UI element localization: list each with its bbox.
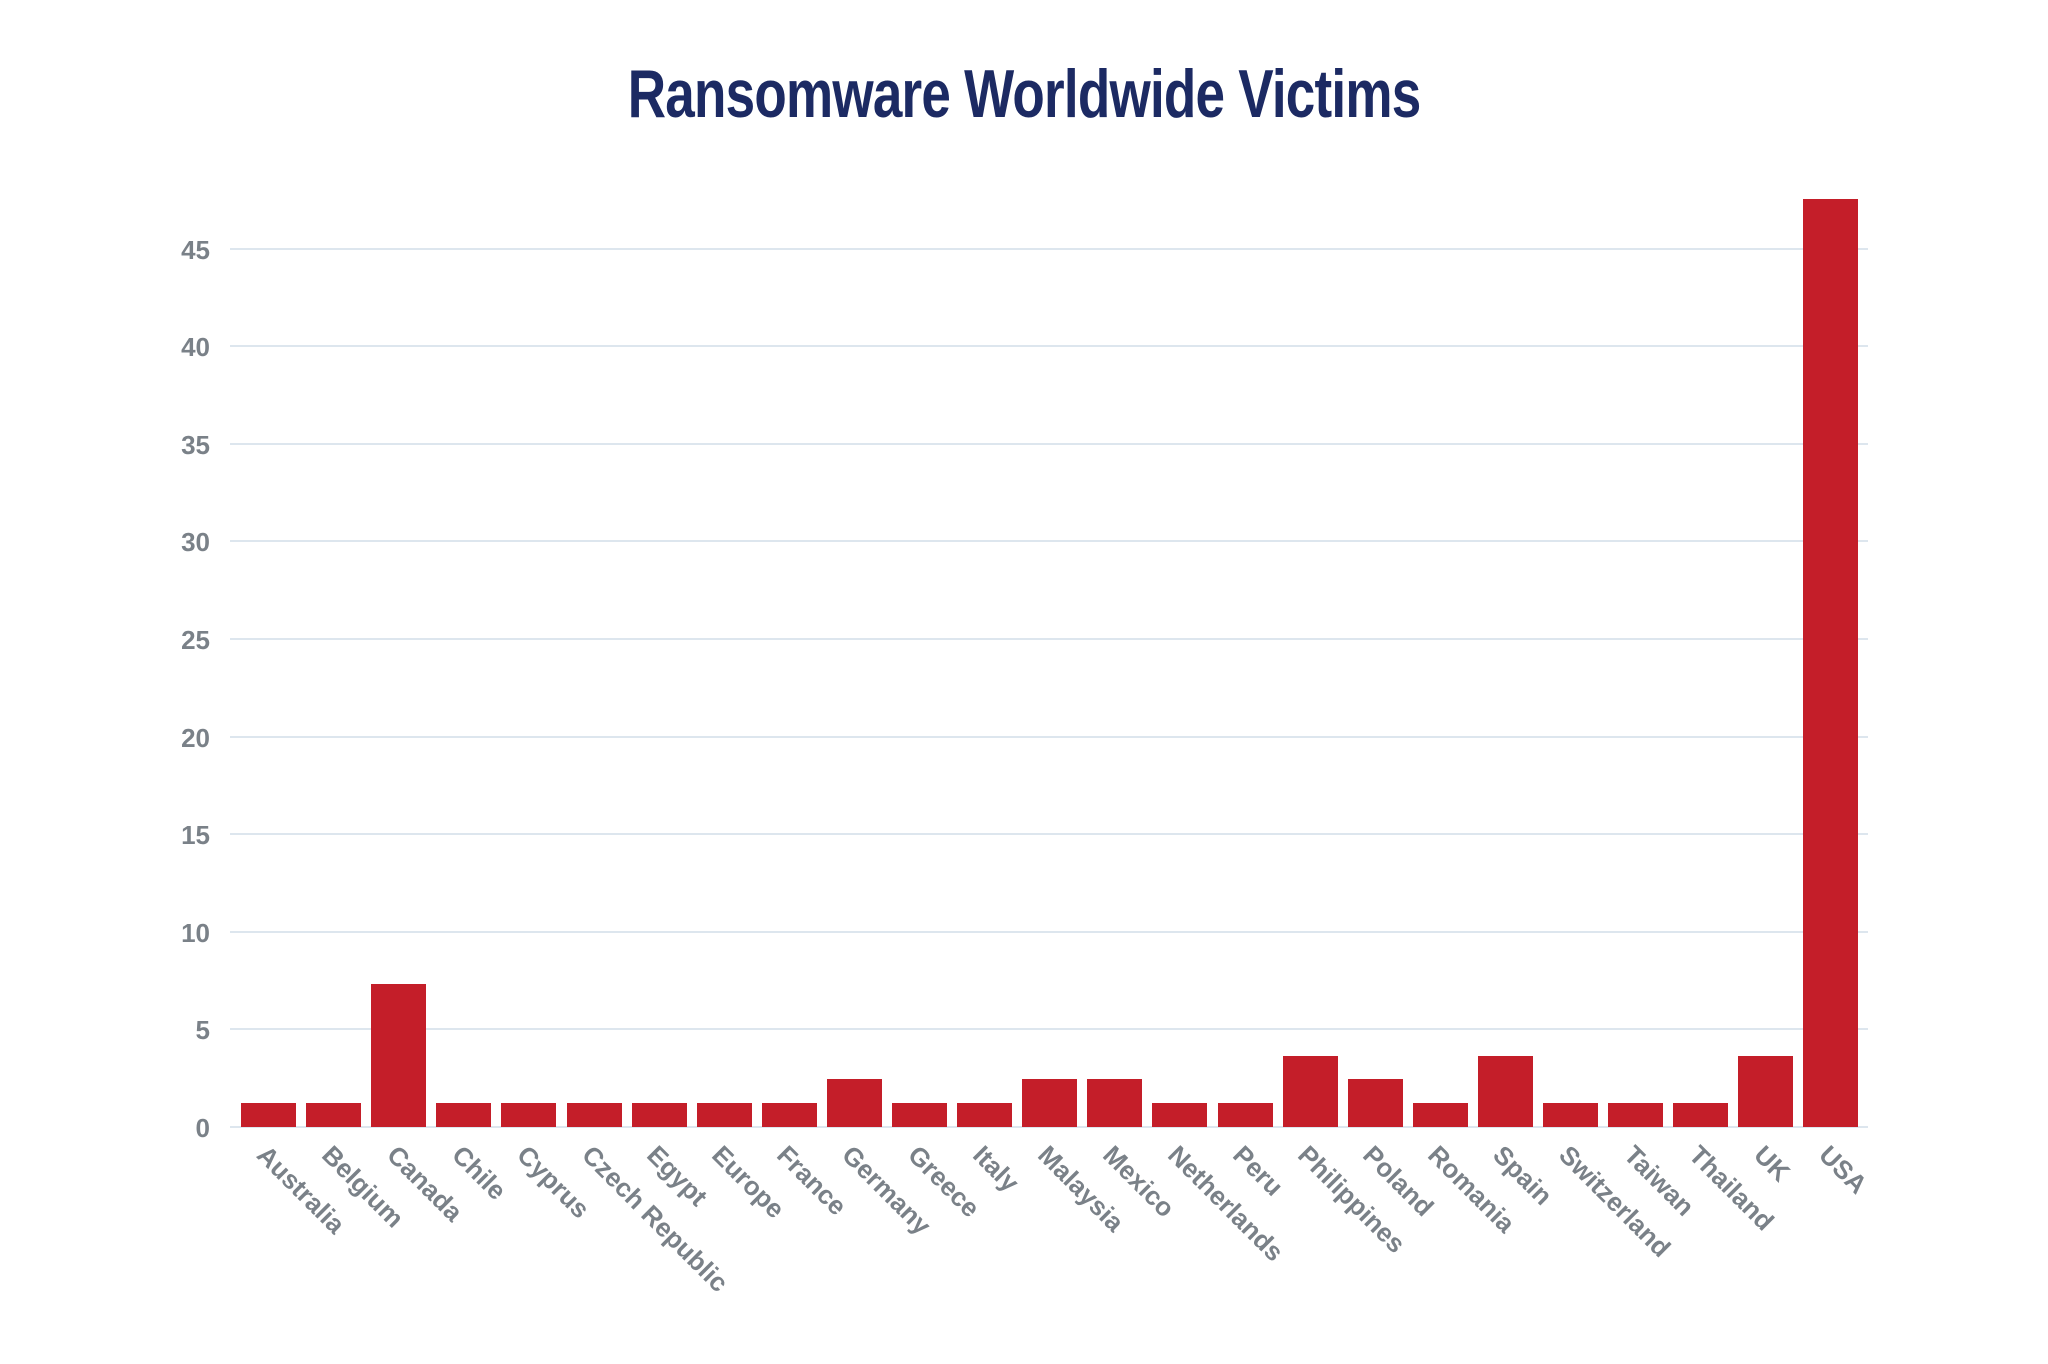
bar-romania	[1412, 1103, 1468, 1127]
bar-belgium	[306, 1103, 362, 1127]
bar-greece	[892, 1103, 947, 1127]
gridline-30	[230, 540, 1868, 543]
bar-thailand	[1673, 1103, 1729, 1127]
bar-europe	[696, 1103, 752, 1127]
bar-usa	[1803, 198, 1859, 1127]
y-tick-label: 35	[181, 429, 210, 460]
gridline-45	[230, 247, 1868, 250]
x-tick-label: UK	[1747, 1139, 1796, 1188]
bar-netherlands	[1152, 1103, 1208, 1127]
bar-malaysia	[1022, 1079, 1078, 1127]
gridline-35	[230, 442, 1868, 445]
bar-egypt	[631, 1103, 687, 1127]
bar-switzerland	[1543, 1103, 1598, 1127]
x-tick-label: Peru	[1227, 1139, 1290, 1202]
bar-uk	[1738, 1055, 1794, 1127]
bar-mexico	[1087, 1079, 1143, 1127]
bar-canada	[371, 984, 427, 1127]
gridline-5	[230, 1028, 1868, 1031]
gridline-20	[230, 735, 1868, 738]
y-tick-label: 10	[181, 917, 210, 948]
y-tick-label: 45	[181, 234, 210, 265]
y-tick-label: 40	[181, 332, 210, 363]
gridline-10	[230, 930, 1868, 933]
y-tick-label: 20	[181, 722, 210, 753]
bar-philippines	[1282, 1055, 1338, 1127]
y-tick-label: 25	[181, 625, 210, 655]
gridline-40	[230, 345, 1868, 348]
y-tick-label: 30	[181, 527, 210, 558]
bar-czech-republic	[566, 1103, 622, 1127]
bar-taiwan	[1608, 1103, 1664, 1127]
gridline-0	[230, 1126, 1868, 1128]
x-tick-label: USA	[1813, 1139, 1874, 1200]
bar-peru	[1217, 1103, 1273, 1127]
bar-germany	[826, 1079, 882, 1127]
bar-australia	[241, 1103, 296, 1127]
chart-title: Ransomware Worldwide Victims	[627, 56, 1421, 132]
gridline-15	[230, 833, 1868, 836]
y-tick-label: 0	[195, 1113, 210, 1143]
gridline-25	[230, 638, 1868, 640]
y-tick-label: 5	[195, 1015, 210, 1046]
bar-france	[761, 1103, 817, 1127]
bar-cyprus	[501, 1103, 557, 1127]
bar-italy	[957, 1103, 1013, 1127]
bar-poland	[1347, 1079, 1403, 1127]
x-tick-label: Italy	[966, 1139, 1025, 1198]
y-tick-label: 15	[181, 820, 210, 851]
bar-spain	[1477, 1055, 1533, 1127]
bar-chile	[436, 1103, 492, 1127]
title-container: Ransomware Worldwide Victims	[0, 58, 2048, 130]
